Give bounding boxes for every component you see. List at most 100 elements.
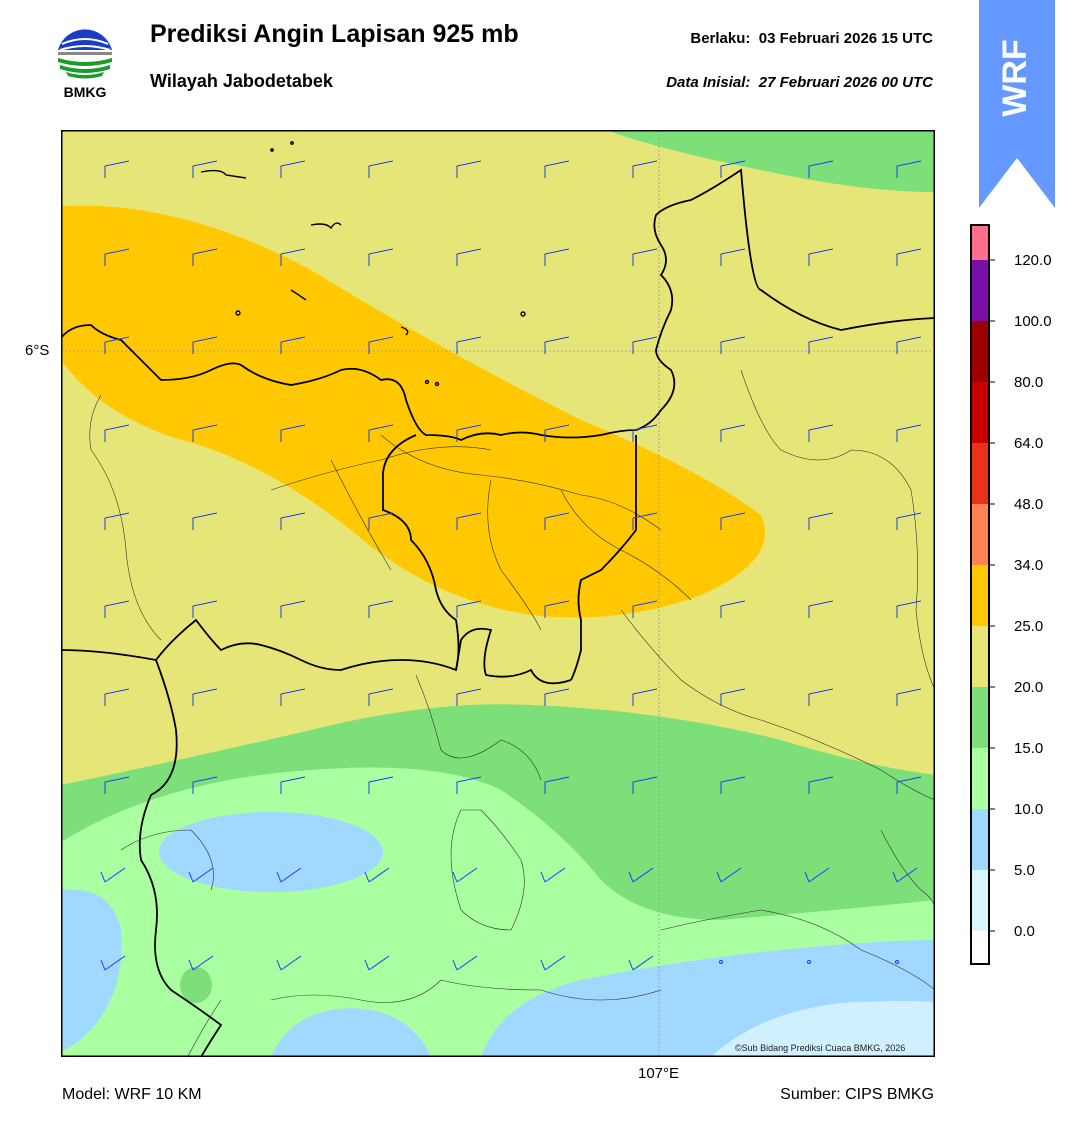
wind-barb	[452, 867, 478, 883]
wind-barb	[896, 424, 922, 442]
wind-barb	[192, 424, 218, 442]
wind-barb	[456, 336, 482, 354]
wind-barb	[100, 867, 126, 883]
wind-barb	[540, 867, 566, 883]
wind-barb	[280, 600, 306, 618]
wind-barb	[104, 160, 130, 178]
wind-barb	[808, 512, 834, 530]
wind-barb	[544, 512, 570, 530]
colorbar-segment	[971, 443, 989, 504]
wind-barb	[192, 688, 218, 706]
colorbar-tick-label: 48.0	[1014, 496, 1043, 513]
colorbar-tick-label: 120.0	[1014, 252, 1052, 269]
wind-barb	[632, 688, 658, 706]
wind-barb	[896, 776, 922, 794]
wind-barb	[192, 512, 218, 530]
wind-barb	[720, 600, 746, 618]
colorbar-tick-label: 34.0	[1014, 557, 1043, 574]
colorbar-segment	[971, 565, 989, 626]
wind-barb	[896, 336, 922, 354]
colorbar-segment	[971, 382, 989, 443]
colorbar-segment	[971, 687, 989, 748]
colorbar-tick-label: 5.0	[1014, 862, 1035, 879]
zone-5-10-b	[61, 889, 122, 1050]
wind-barb	[104, 600, 130, 618]
colorbar-frame	[970, 224, 990, 965]
wind-barb	[808, 248, 834, 266]
lat-label: 6°S	[25, 342, 50, 359]
wind-barb	[544, 776, 570, 794]
colorbar-segment	[971, 626, 989, 687]
colorbar-segment	[971, 931, 989, 966]
wind-barb	[720, 248, 746, 266]
colorbar-tick-label: 25.0	[1014, 618, 1043, 635]
colorbar-tick-label: 64.0	[1014, 435, 1043, 452]
wind-barb	[188, 867, 214, 883]
wind-barb	[280, 248, 306, 266]
colorbar-tick-label: 10.0	[1014, 801, 1043, 818]
colorbar-segment	[971, 748, 989, 809]
wind-barb	[456, 776, 482, 794]
wind-barb	[368, 512, 394, 530]
wind-barb	[808, 336, 834, 354]
wind-barb	[456, 424, 482, 442]
wind-barb	[368, 248, 394, 266]
zone-top-green	[606, 130, 935, 192]
bmkg-logo: BMKG	[52, 20, 118, 102]
colorbar-segment	[971, 870, 989, 931]
page-title: Prediksi Angin Lapisan 925 mb	[150, 20, 519, 48]
bmkg-logo-icon: BMKG	[58, 29, 112, 100]
wind-barb	[452, 955, 478, 971]
wind-barb	[280, 688, 306, 706]
wind-barb	[104, 512, 130, 530]
wind-barb	[544, 160, 570, 178]
wind-barb	[192, 776, 218, 794]
wind-barb	[188, 955, 214, 971]
wind-barb	[368, 424, 394, 442]
wind-barb	[896, 248, 922, 266]
wind-barb	[632, 512, 658, 530]
wind-barb	[632, 248, 658, 266]
wind-barb	[276, 867, 302, 883]
wind-barb	[280, 424, 306, 442]
wind-barb	[280, 336, 306, 354]
wind-barb	[104, 776, 130, 794]
colorbar-tick-label: 20.0	[1014, 679, 1043, 696]
page-subtitle: Wilayah Jabodetabek	[150, 71, 333, 91]
wind-barb	[720, 424, 746, 442]
model-label: Model: WRF 10 KM	[62, 1086, 202, 1103]
wind-barb	[368, 688, 394, 706]
lon-label: 107°E	[638, 1065, 680, 1082]
coastline	[60, 168, 936, 1058]
wind-barb	[896, 688, 922, 706]
logo-text: BMKG	[64, 84, 107, 100]
colorbar-tick-label: 0.0	[1014, 923, 1035, 940]
wind-barb	[808, 160, 834, 178]
wind-barb	[456, 600, 482, 618]
wind-barb	[192, 160, 218, 178]
zone-25-34	[61, 205, 765, 618]
wind-barb	[104, 688, 130, 706]
init-label: Data Inisial:	[666, 74, 751, 91]
zone-5-10-a	[159, 812, 383, 892]
wind-barb	[544, 336, 570, 354]
wind-barb	[808, 688, 834, 706]
wind-barb	[104, 248, 130, 266]
wind-barb	[104, 336, 130, 354]
wrf-banner-text: WRF	[996, 39, 1034, 116]
colorbar-tick-label: 100.0	[1014, 313, 1052, 330]
zone-5-10-d	[271, 1008, 431, 1057]
wind-barb	[540, 955, 566, 971]
colorbar-segment	[971, 809, 989, 870]
wind-barb	[804, 867, 830, 883]
wind-barb	[720, 512, 746, 530]
wind-barb	[628, 955, 654, 971]
wind-barb	[632, 160, 658, 178]
wind-barb	[895, 960, 899, 964]
wind-barb	[720, 160, 746, 178]
wind-map	[59, 128, 937, 1071]
wind-barb	[276, 955, 302, 971]
init-time: Data Inisial: 27 Februari 2026 00 UTC	[666, 74, 933, 91]
wind-barb	[720, 336, 746, 354]
islands	[200, 141, 526, 387]
